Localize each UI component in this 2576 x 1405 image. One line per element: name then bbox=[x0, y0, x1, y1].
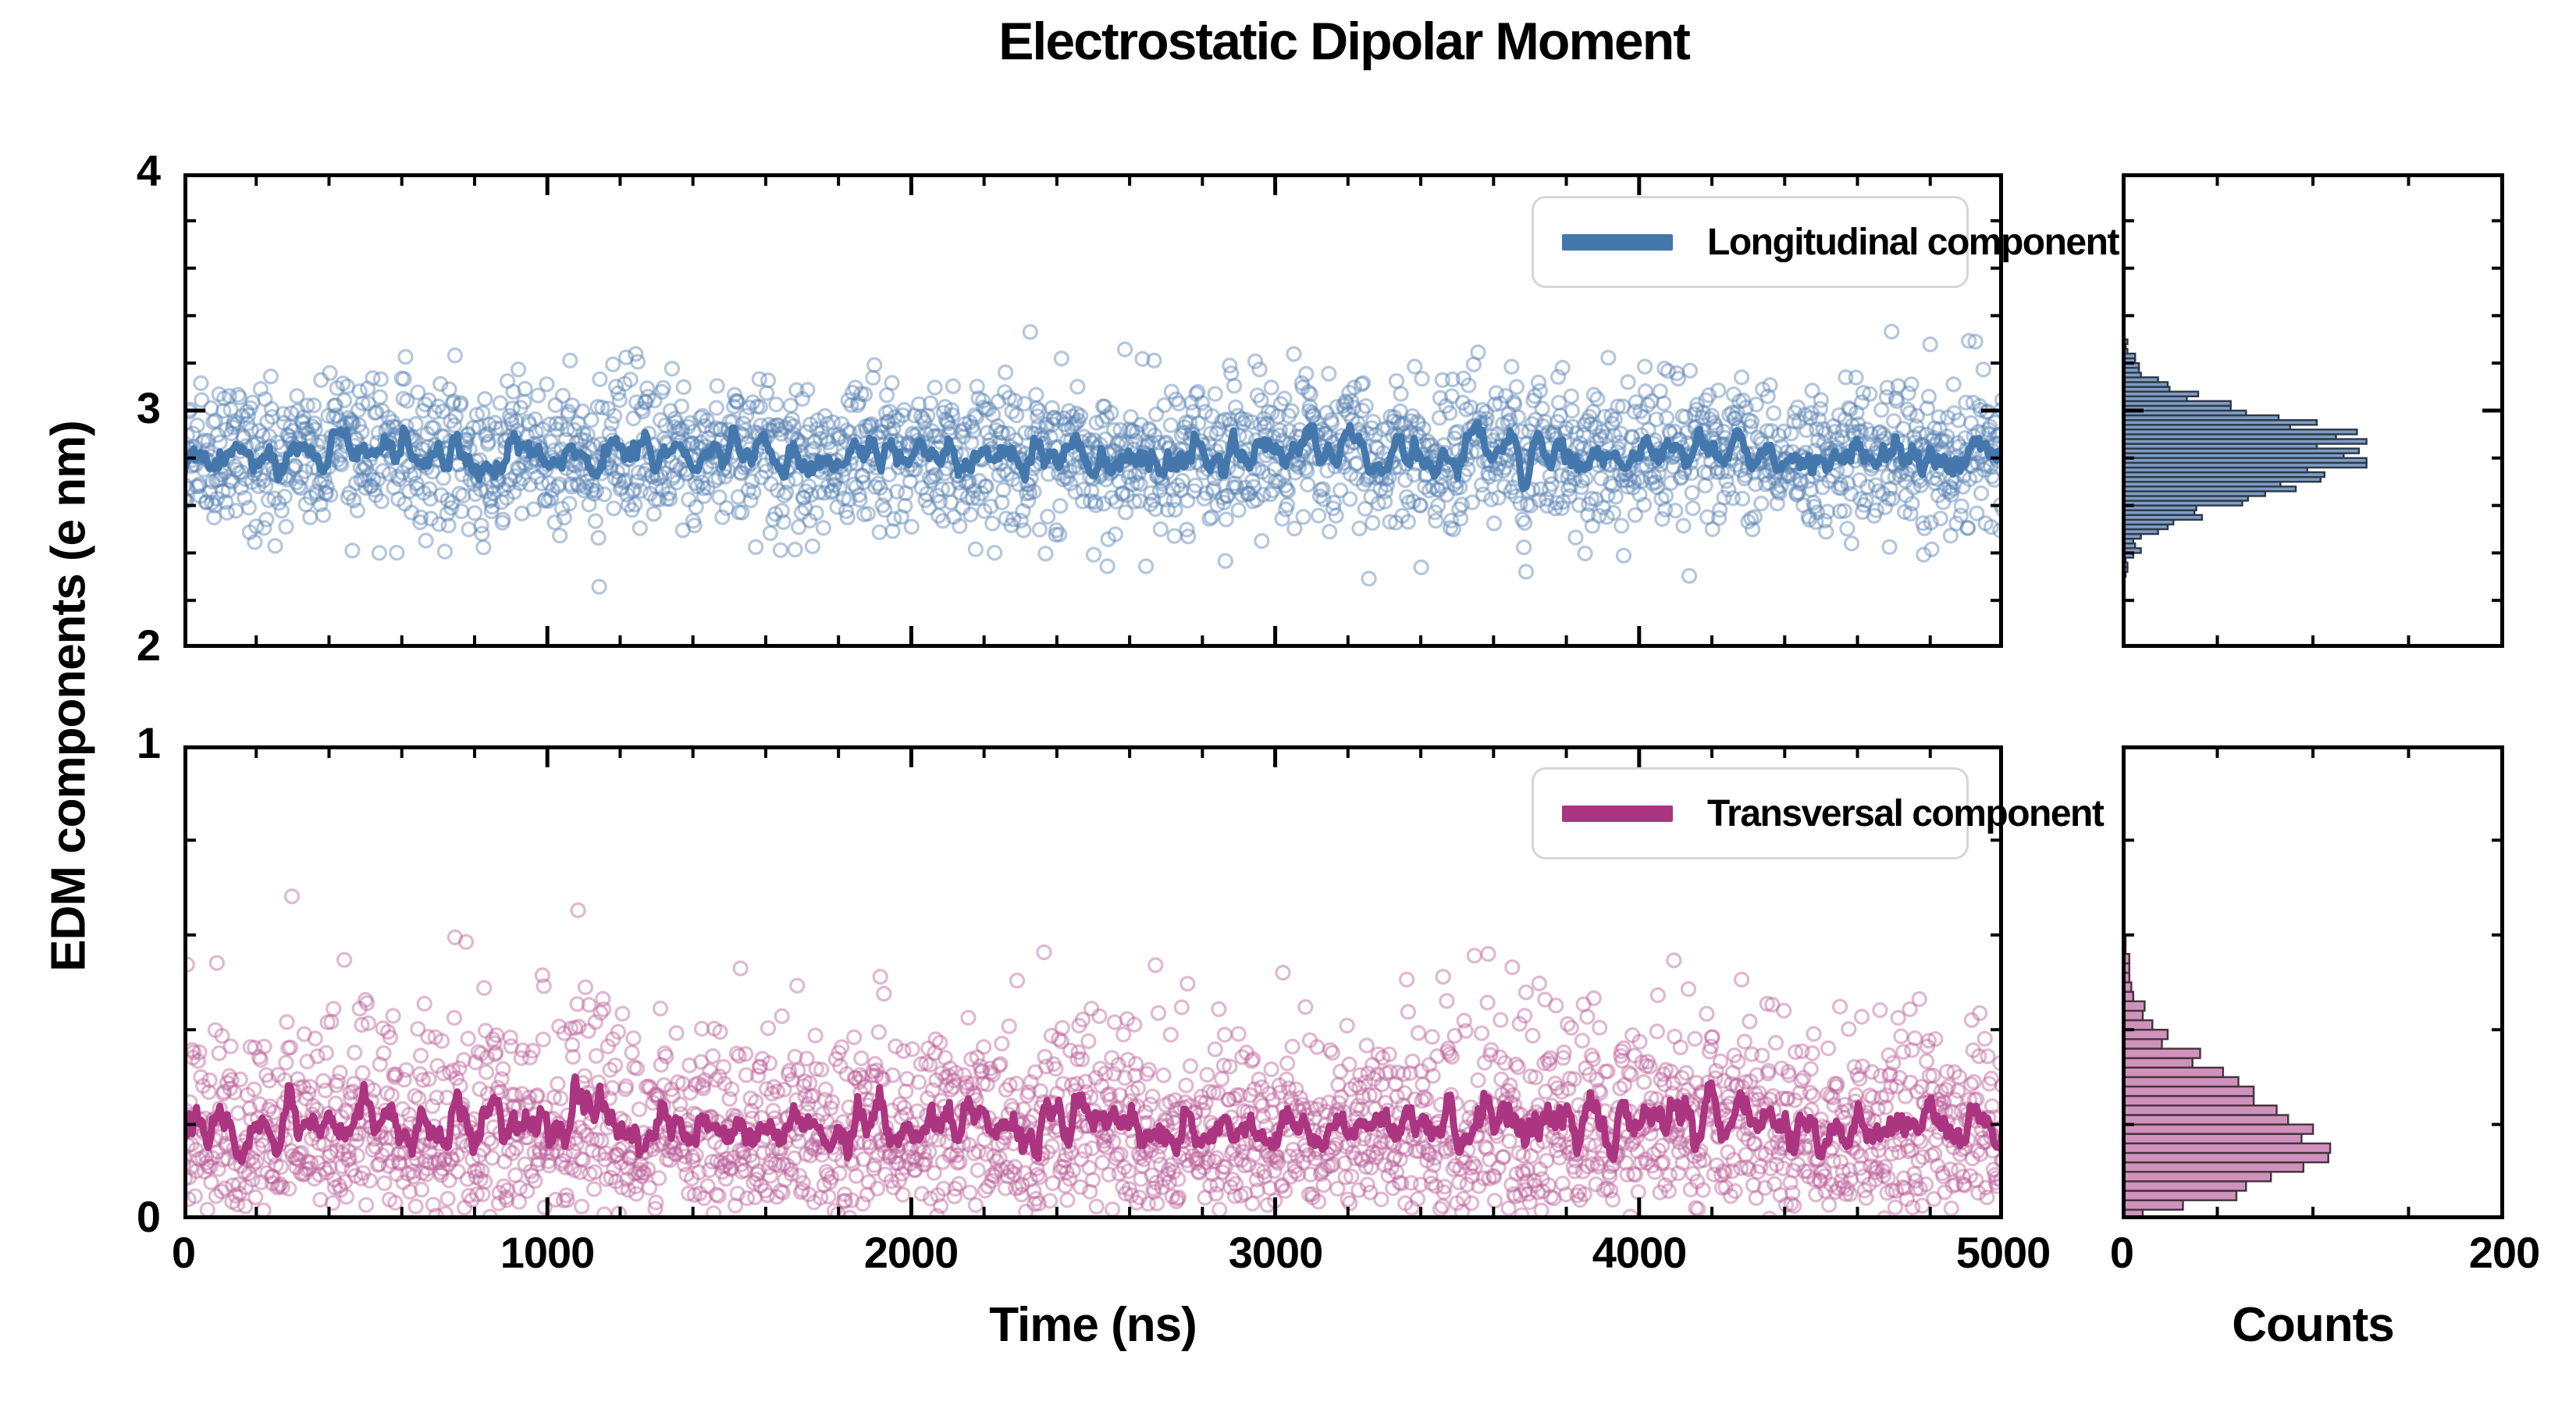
y-tick-label: 4 bbox=[136, 146, 161, 195]
x-tick-label: 2000 bbox=[863, 1228, 959, 1277]
x-axis-label: Time (ns) bbox=[989, 1298, 1197, 1352]
legend-longitudinal: Longitudinal component bbox=[1532, 196, 2119, 288]
counts-axis-label: Counts bbox=[2232, 1298, 2395, 1352]
legend-label-transversal: Transversal component bbox=[1707, 792, 2105, 834]
counts-tick-label: 200 bbox=[2468, 1228, 2540, 1277]
y-tick-label: 1 bbox=[136, 718, 161, 767]
legend-transversal: Transversal component bbox=[1532, 767, 2105, 859]
x-tick-label: 1000 bbox=[500, 1228, 596, 1277]
transversal-timeseries-panel bbox=[183, 745, 2003, 1219]
y-axis-label: EDM components (e nm) bbox=[41, 421, 96, 972]
legend-line-swatch-longitudinal bbox=[1562, 233, 1673, 251]
x-tick-label: 5000 bbox=[1955, 1228, 2051, 1277]
counts-tick-label: 0 bbox=[2109, 1228, 2134, 1277]
longitudinal-histogram-panel bbox=[2122, 173, 2504, 648]
transversal-histogram-panel bbox=[2122, 745, 2504, 1219]
y-tick-label: 2 bbox=[136, 621, 161, 670]
y-tick-label: 3 bbox=[136, 383, 161, 432]
legend-label-longitudinal: Longitudinal component bbox=[1707, 221, 2119, 263]
x-tick-label: 3000 bbox=[1228, 1228, 1324, 1277]
chart-title: Electrostatic Dipolar Moment bbox=[998, 12, 1691, 71]
x-tick-label: 0 bbox=[171, 1228, 196, 1277]
x-tick-label: 4000 bbox=[1592, 1228, 1688, 1277]
y-tick-label: 0 bbox=[136, 1192, 161, 1241]
legend-line-swatch-transversal bbox=[1562, 805, 1673, 822]
